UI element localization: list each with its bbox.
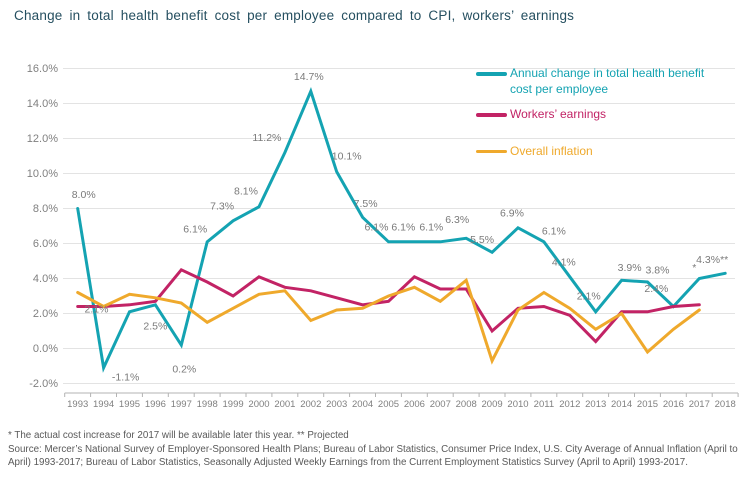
data-point-label: 0.2% [172, 364, 196, 376]
legend-label-line: Annual change in total health benefit [510, 66, 705, 80]
legend-swatch-overall-inflation [476, 149, 507, 154]
data-point-label: 2.1% [85, 303, 109, 315]
legend-label-overall-inflation: Overall inflation [510, 144, 593, 160]
x-axis-tick-label: 2010 [507, 399, 528, 410]
y-axis-tick-label: 0.0% [33, 343, 58, 355]
data-point-label: 14.7% [294, 71, 324, 83]
y-axis-tick-label: -2.0% [29, 378, 58, 390]
data-point-label: 3.9% [618, 262, 642, 274]
x-axis-tick-label: 2009 [482, 399, 503, 410]
data-point-label: 8.1% [234, 185, 258, 197]
data-point-label: 2.4% [644, 283, 668, 295]
data-point-label: 6.9% [500, 207, 524, 219]
y-axis-tick-label: 4.0% [33, 273, 58, 285]
legend-label-workers-earnings: Workers’ earnings [510, 107, 606, 123]
data-point-label: 6.3% [445, 214, 469, 226]
y-axis-tick-label: 14.0% [27, 98, 58, 110]
x-axis-tick-label: 2004 [352, 399, 373, 410]
legend-entry-workers-earnings: Workers’ earnings [476, 107, 734, 123]
x-axis-tick-label: 2018 [715, 399, 736, 410]
x-axis-tick-label: 1999 [223, 399, 244, 410]
data-point-label: 6.1% [542, 225, 566, 237]
data-point-label: 7.5% [354, 198, 378, 210]
series-workers-earnings-line [76, 267, 701, 344]
data-point-label: 4.3%** [696, 254, 728, 266]
x-axis-tick-label: 1998 [197, 399, 218, 410]
footnote-asterisk-note: * The actual cost increase for 2017 will… [8, 430, 349, 441]
x-axis-tick-label: 2011 [534, 399, 554, 410]
x-axis-tick-label: 2014 [611, 399, 632, 410]
data-point-label: 2.1% [577, 290, 601, 302]
legend-label-line: Overall inflation [510, 143, 593, 158]
data-point-label: 2.5% [143, 320, 167, 332]
y-axis-tick-label: 12.0% [27, 133, 58, 145]
x-axis-tick-label: 2002 [300, 399, 321, 410]
x-axis-tick-label: 2017 [689, 399, 710, 410]
legend-label-line: Workers’ earnings [510, 107, 607, 122]
legend-swatch-health-cost [476, 72, 507, 76]
y-axis-tick-label: 6.0% [33, 238, 58, 250]
data-point-label: 6.1% [419, 221, 443, 233]
x-axis-tick-label: 2013 [585, 399, 606, 410]
y-axis-tick-label: 2.0% [33, 308, 58, 320]
chart-footnotes: * The actual cost increase for 2017 will… [8, 429, 738, 471]
x-axis-tick-label: 2016 [663, 399, 684, 410]
x-axis-tick-label: 2005 [378, 399, 399, 410]
chart-svg: 16.0% 14.0% 12.0% 10.0% 8.0% 6.0% 4.0% 2.0% 0.0%… [27, 63, 739, 410]
x-axis-tick-label: 2000 [248, 399, 269, 410]
legend-label-line: cost per employee [510, 81, 609, 96]
x-axis-tick-label: 1993 [67, 399, 88, 410]
data-point-label: 4.1% [552, 256, 576, 268]
x-axis-tick-label: 1995 [119, 399, 140, 410]
x-axis-tick-label: 2006 [404, 399, 425, 410]
data-point-label: 6.1% [365, 221, 389, 233]
footnote-source: Source: Mercer’s National Survey of Empl… [8, 444, 738, 469]
data-point-label: 6.1% [183, 223, 207, 235]
legend-entry-health-cost: Annual change in total health benefit co… [476, 66, 734, 97]
y-axis-tick-label: 10.0% [27, 168, 58, 180]
y-axis-tick-label: 16.0% [27, 63, 58, 75]
x-axis-tick-label: 1994 [93, 399, 114, 410]
x-axis-tick-label: 2003 [326, 399, 347, 410]
x-axis-tick-label: 2015 [637, 399, 658, 410]
series-overall-inflation-line [76, 277, 701, 365]
series-health-cost-line [76, 86, 727, 373]
data-point-label: 3.8% [646, 265, 670, 277]
x-axis-tick-label: 2007 [430, 399, 451, 410]
x-axis-tick-label: 1997 [171, 399, 192, 410]
x-axis-tick-label: 2008 [456, 399, 477, 410]
chart-legend: Annual change in total health benefit co… [476, 66, 734, 169]
legend-entry-overall-inflation: Overall inflation [476, 144, 734, 160]
data-point-label: 7.3% [210, 200, 234, 212]
data-point-label: 11.2% [252, 132, 281, 144]
x-axis-tick-label: 2012 [559, 399, 580, 410]
x-axis-tick-label: 1996 [145, 399, 166, 410]
data-point-label: -1.1% [112, 371, 139, 383]
data-point-label: 6.1% [391, 221, 415, 233]
legend-swatch-workers-earnings [476, 113, 507, 117]
data-point-label: 10.1% [332, 150, 362, 162]
y-axis-tick-label: 8.0% [33, 203, 58, 215]
data-point-label: * [692, 262, 696, 274]
data-point-label: 5.5% [470, 234, 494, 246]
x-axis-tick-label: 2001 [274, 399, 295, 410]
legend-label-health-cost: Annual change in total health benefit co… [510, 66, 704, 97]
chart-title: Change in total health benefit cost per … [14, 8, 575, 23]
data-point-label: 8.0% [72, 189, 96, 201]
